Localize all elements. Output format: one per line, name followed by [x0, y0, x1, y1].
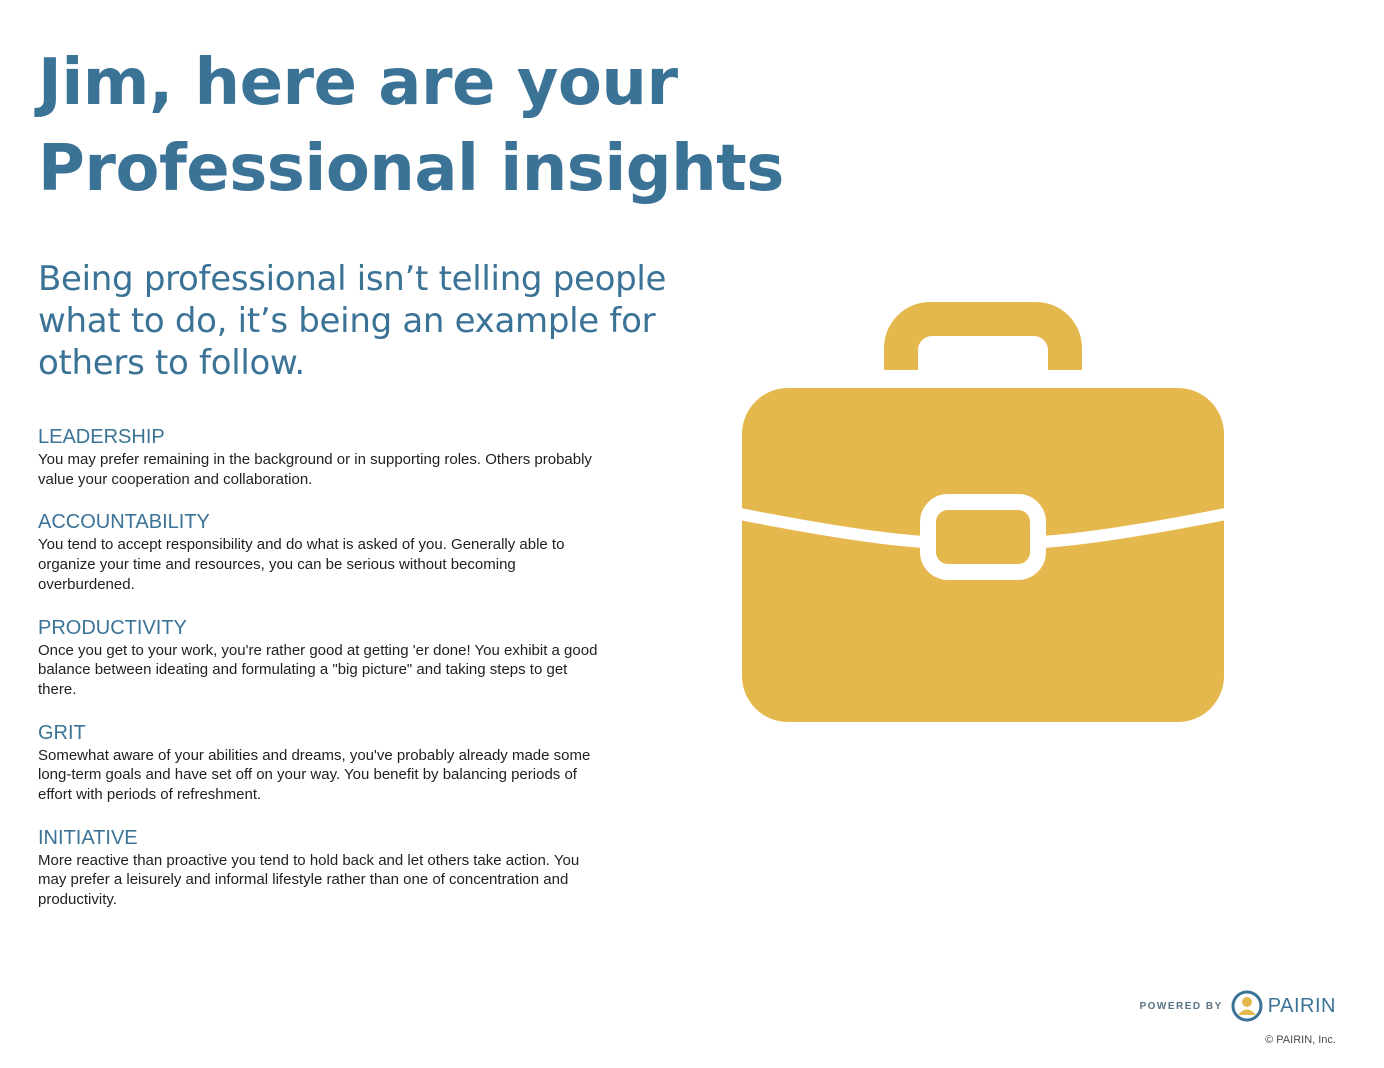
professional-quote: Being professional isn’t telling people … [38, 259, 667, 383]
insight-leadership: LEADERSHIP You may prefer remaining in t… [38, 424, 598, 489]
insight-heading: PRODUCTIVITY [38, 616, 187, 639]
insight-accountability: ACCOUNTABILITY You tend to accept respon… [38, 509, 598, 594]
insight-description: Once you get to your work, you're rather… [38, 641, 598, 698]
insight-description: Somewhat aware of your abilities and dre… [38, 746, 591, 804]
brand-name: PAIRIN [1267, 994, 1336, 1017]
insights-list: LEADERSHIP You may prefer remaining in t… [38, 424, 598, 930]
briefcase-icon [742, 302, 1224, 722]
insight-heading: ACCOUNTABILITY [38, 511, 210, 534]
pairin-person-logo-icon [1231, 990, 1263, 1022]
page-title-line-2: Professional insights [38, 132, 784, 206]
insight-productivity: PRODUCTIVITY Once you get to your work, … [38, 615, 598, 700]
insight-description: You may prefer remaining in the backgrou… [38, 451, 592, 488]
insight-heading: INITIATIVE [38, 826, 138, 849]
insight-initiative: INITIATIVE More reactive than proactive … [38, 825, 598, 910]
page-title: Jim, here are your Professional insights [38, 40, 784, 212]
powered-by-brand: POWERED BY PAIRIN [1139, 990, 1336, 1022]
insight-description: You tend to accept responsibility and do… [38, 536, 565, 593]
insight-description: More reactive than proactive you tend to… [38, 851, 580, 909]
insight-grit: GRIT Somewhat aware of your abilities an… [38, 720, 598, 805]
copyright-notice: © PAIRIN, Inc. [1265, 1034, 1336, 1046]
powered-by-label: POWERED BY [1139, 1000, 1223, 1012]
insight-heading: GRIT [38, 721, 86, 744]
insight-heading: LEADERSHIP [38, 426, 165, 448]
page-title-line-1: Jim, here are your [38, 46, 678, 120]
